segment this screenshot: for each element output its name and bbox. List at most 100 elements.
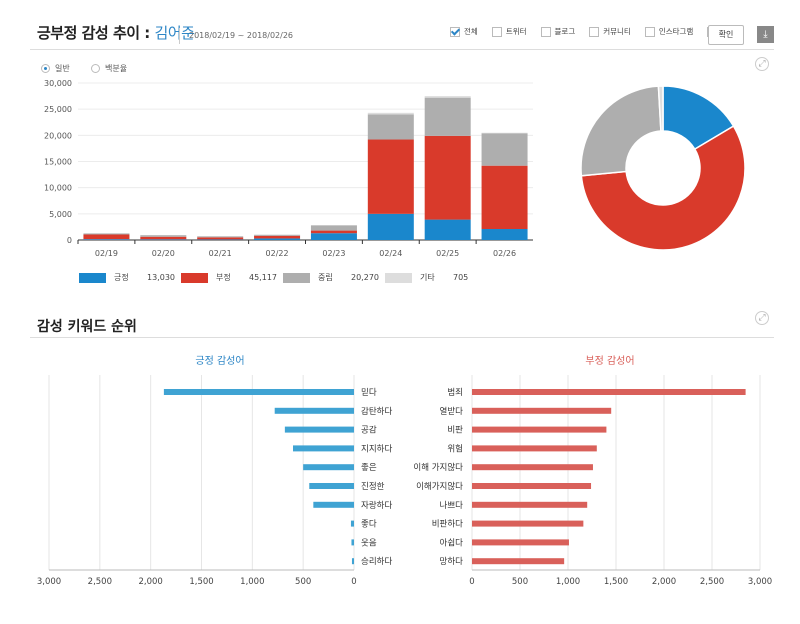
y-tick-label: 25,000: [44, 105, 72, 114]
x-tick-label: 2,000: [138, 577, 162, 587]
confirm-button[interactable]: 확인: [708, 25, 744, 45]
source-filters: 전체트위터블로그커뮤니티인스타그램뉴스: [450, 26, 749, 37]
mode-option-percent[interactable]: 백분율: [91, 58, 127, 77]
legend-value: 20,270: [351, 273, 379, 282]
section-divider: [30, 337, 774, 338]
filter-label: 블로그: [554, 27, 576, 36]
chart-legend: 긍정 13,030 부정 45,117 중립 20,270 기타 705: [79, 272, 487, 283]
bar-segment: [83, 233, 130, 235]
bar-segment: [310, 225, 357, 231]
positive-bar: [303, 464, 354, 471]
positive-title: 긍정 감성어: [195, 356, 245, 367]
bar-segment: [481, 165, 528, 230]
bar-segment: [481, 133, 528, 166]
negative-bar: [472, 520, 584, 527]
positive-keyword: 웃음: [361, 538, 377, 548]
y-tick-label: 5,000: [49, 210, 72, 219]
legend-item[interactable]: 중립 20,270: [283, 272, 385, 283]
x-tick-label: 1,000: [240, 577, 264, 587]
negative-title: 부정 감성어: [585, 356, 635, 367]
filter-checkbox[interactable]: [450, 26, 460, 37]
radio-percent[interactable]: [91, 64, 100, 73]
filter-item[interactable]: 커뮤니티: [589, 26, 631, 37]
positive-bar: [351, 558, 354, 565]
x-tick-label: 02/25: [436, 249, 459, 258]
bar-segment: [367, 112, 414, 115]
mode-label-normal: 일반: [55, 64, 70, 73]
bar-segment: [254, 234, 301, 236]
bar-segment: [197, 237, 244, 240]
legend-swatch: [283, 272, 310, 283]
positive-bar: [309, 483, 354, 489]
x-tick-label: 3,000: [748, 577, 772, 587]
positive-keyword: 공감: [361, 425, 377, 436]
negative-bar: [472, 464, 593, 471]
donut-chart: [580, 85, 746, 251]
y-tick-label: 10,000: [44, 184, 72, 193]
positive-bar: [163, 389, 354, 395]
negative-bar: [472, 426, 607, 433]
bar-segment: [83, 234, 130, 240]
mode-option-normal[interactable]: 일반: [41, 58, 70, 77]
filter-checkbox[interactable]: [540, 26, 551, 37]
mode-label-percent: 백분율: [105, 64, 128, 73]
bar-segment: [367, 114, 414, 140]
expand-icon-2[interactable]: ⤢: [755, 311, 769, 325]
negative-keyword: 이해가지않다: [416, 481, 463, 492]
legend-swatch: [79, 272, 106, 283]
x-tick-label: 0: [351, 577, 356, 587]
expand-icon[interactable]: ⤢: [755, 57, 769, 71]
bar-segment: [424, 96, 471, 98]
filter-item[interactable]: 트위터: [491, 26, 527, 37]
positive-bar: [350, 520, 354, 527]
negative-bar: [472, 483, 592, 489]
date-range: 2018/02/19 ~ 2018/02/26: [189, 31, 294, 40]
x-tick-label: 02/26: [493, 249, 516, 258]
negative-keyword: 비판하다: [432, 519, 463, 530]
x-tick-label: 1,500: [604, 577, 628, 587]
legend-item[interactable]: 부정 45,117: [181, 272, 283, 283]
negative-bar: [472, 558, 565, 565]
keyword-section-title: 감성 키워드 순위: [37, 319, 137, 335]
stacked-bar-chart: 0 5,000 10,000 15,000 20,000 25,000 30,000 02/1…: [44, 79, 533, 258]
x-tick-label: 02/24: [379, 249, 402, 258]
positive-keyword: 좋다: [361, 520, 377, 530]
negative-keyword: 이해 가지않다: [413, 462, 463, 473]
filter-item[interactable]: 인스타그램: [644, 26, 693, 37]
radio-normal[interactable]: [41, 64, 50, 73]
bar-segment: [310, 233, 357, 240]
filter-checkbox[interactable]: [589, 26, 600, 37]
legend-item[interactable]: 긍정 13,030: [79, 272, 181, 283]
x-tick-label: 02/20: [152, 249, 175, 258]
x-tick-label: 02/21: [209, 249, 232, 258]
positive-keyword: 자랑하다: [361, 500, 392, 511]
x-tick-label: 02/19: [95, 249, 118, 258]
negative-keyword: 아쉽다: [440, 537, 464, 548]
y-tick-label: 30,000: [44, 79, 72, 88]
negative-keyword: 열받다: [440, 406, 464, 417]
negative-bar: [472, 407, 612, 414]
x-tick-label: 02/22: [266, 249, 289, 258]
download-icon[interactable]: ⤓: [757, 26, 774, 43]
x-tick-label: 2,500: [88, 577, 112, 587]
filter-checkbox[interactable]: [644, 26, 655, 37]
filter-checkbox[interactable]: [491, 26, 502, 37]
filter-item[interactable]: 블로그: [540, 26, 576, 37]
keyword-chart: 3,000 2,500 2,000 1,500 1,000 500 0 0 500 1,000 1,…: [37, 375, 772, 587]
negative-bar: [472, 445, 597, 452]
title-prefix: 긍부정 감성 추이 :: [37, 24, 150, 42]
positive-keyword: 진정한: [361, 481, 385, 492]
bar-segment: [140, 239, 187, 240]
bar-segment: [310, 230, 357, 234]
filter-item[interactable]: 전체: [450, 26, 478, 37]
negative-bar: [472, 539, 569, 546]
legend-value: 13,030: [147, 273, 175, 282]
legend-item[interactable]: 기타 705: [385, 272, 487, 283]
x-tick-label: 2,000: [652, 577, 676, 587]
bar-segment: [140, 236, 187, 240]
bar-segment: [254, 238, 301, 240]
bar-segment: [197, 236, 244, 238]
y-tick-label: 20,000: [44, 131, 72, 140]
x-tick-label: 3,000: [37, 577, 61, 587]
bar-segment: [83, 239, 130, 240]
